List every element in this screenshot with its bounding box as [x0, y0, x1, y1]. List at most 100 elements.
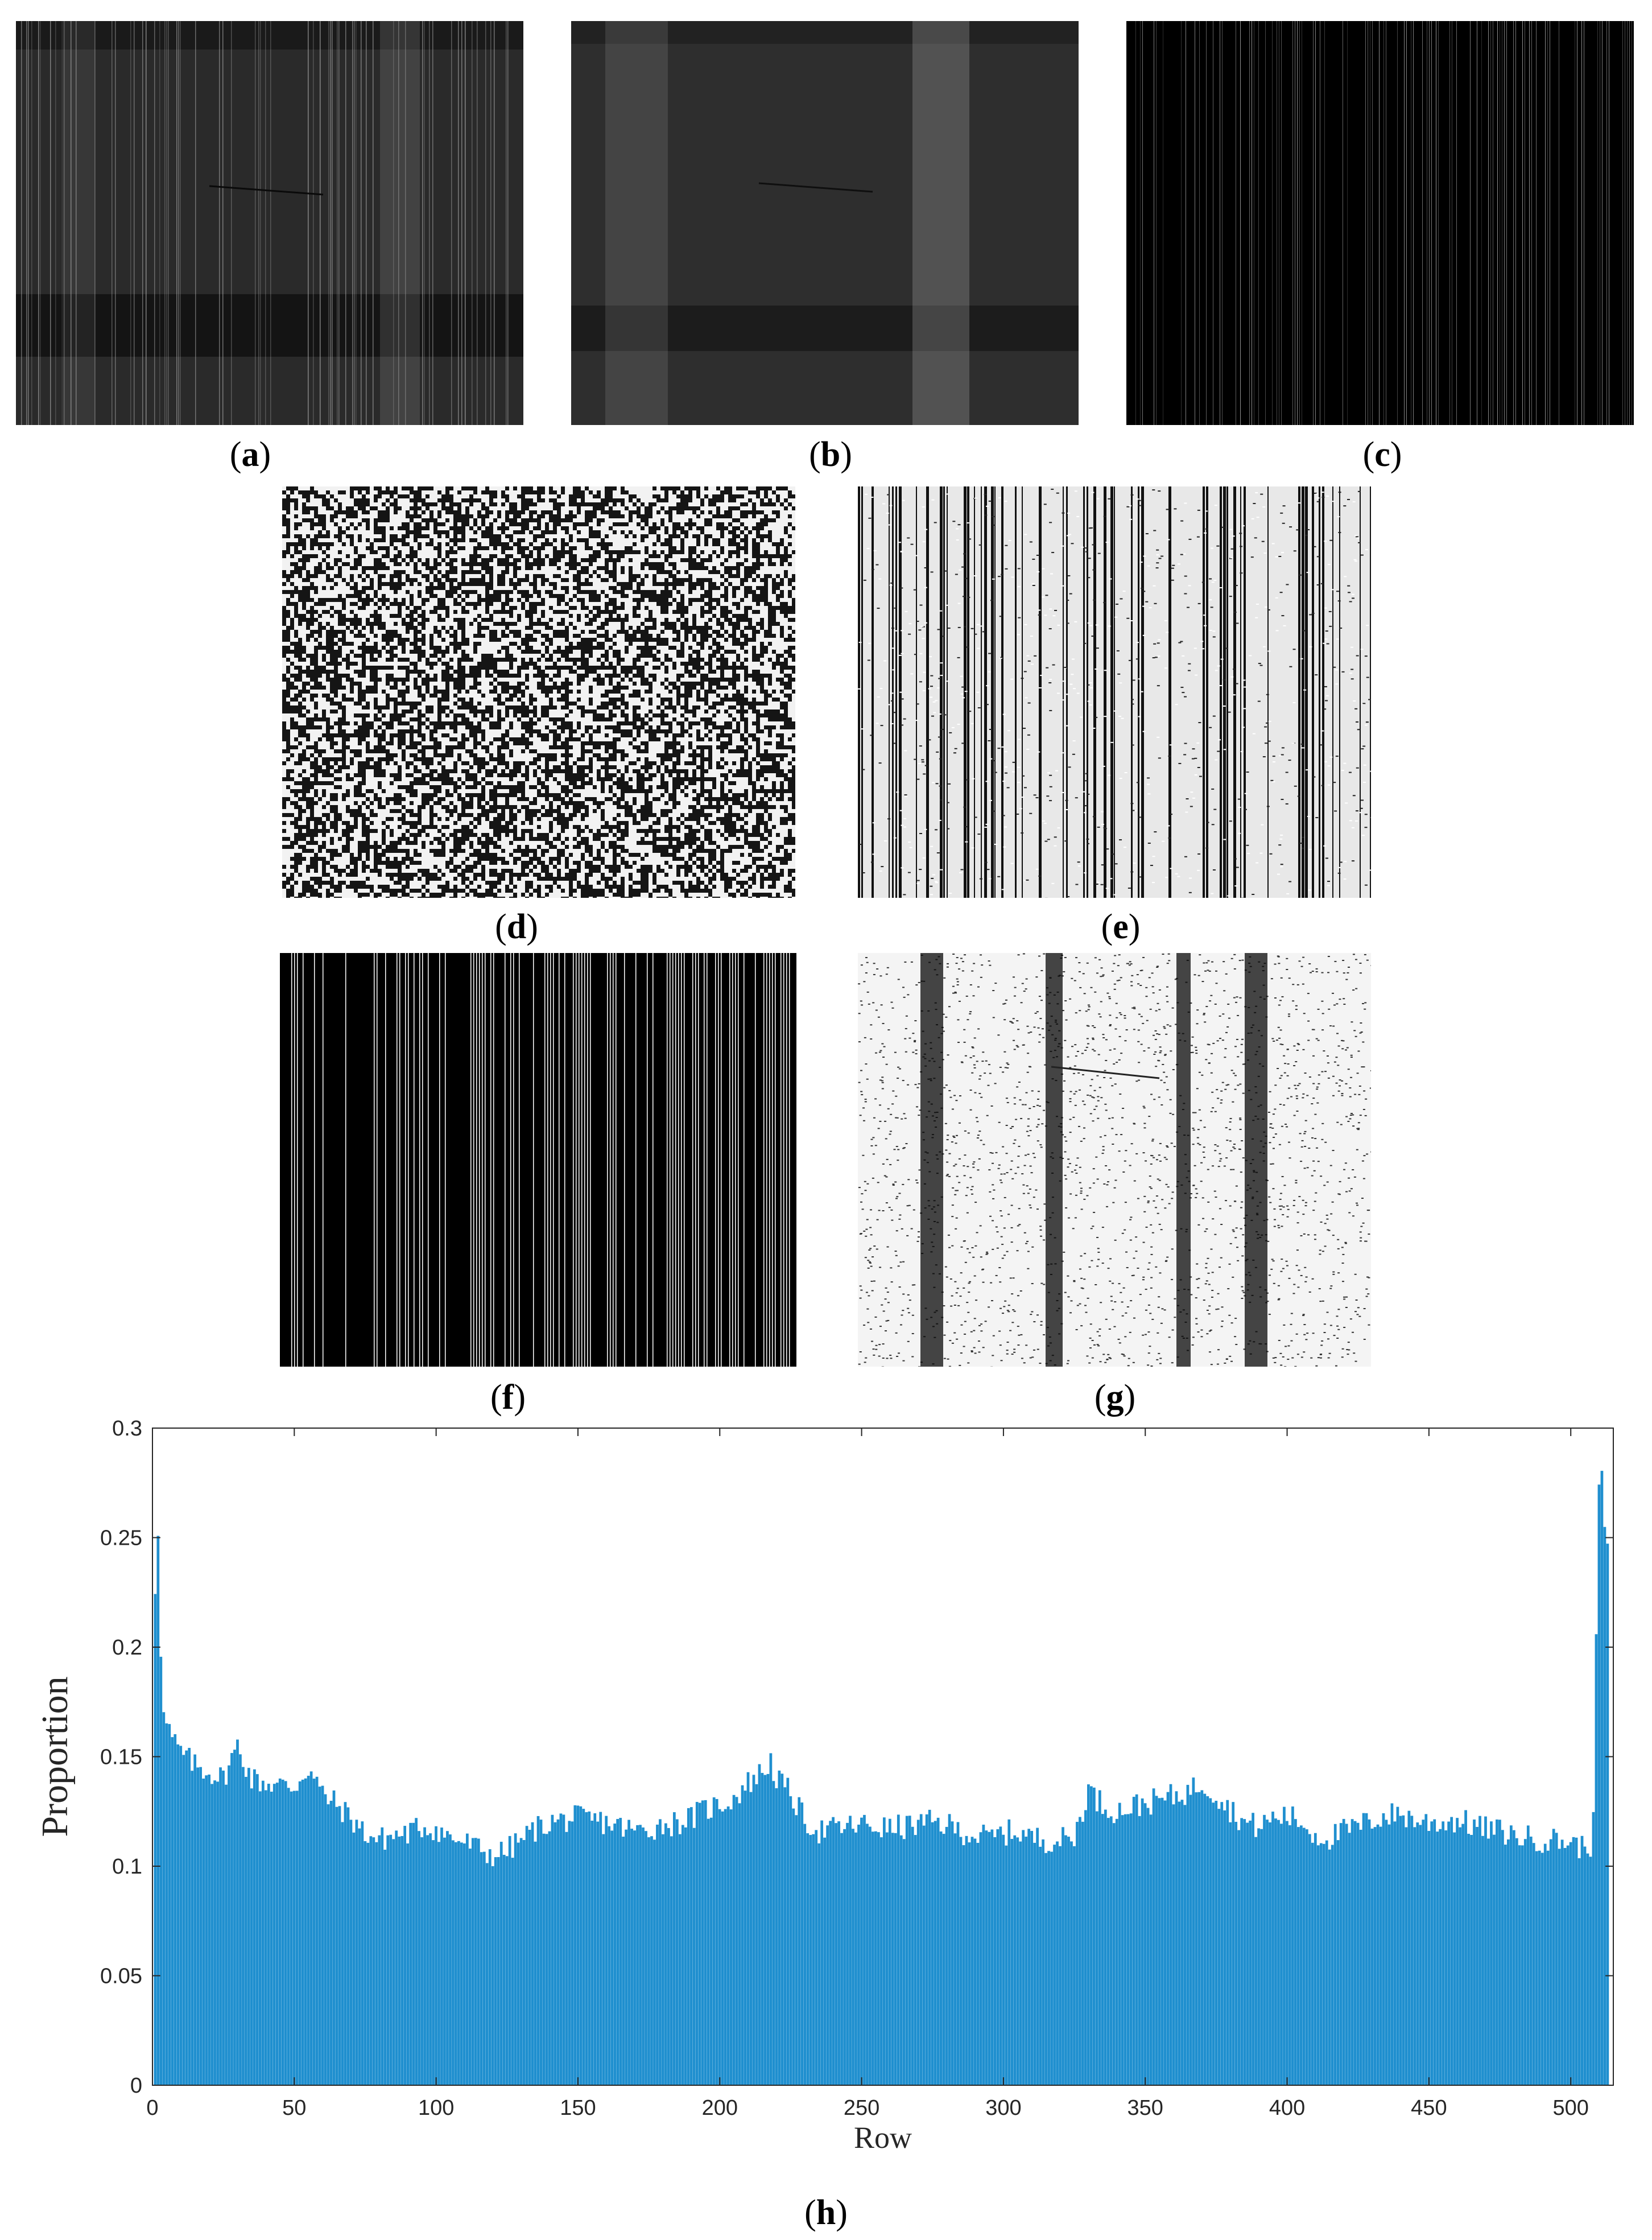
bar — [1473, 1819, 1476, 2085]
bar — [375, 1842, 378, 2085]
bar — [1025, 1837, 1028, 2085]
bar — [247, 1768, 250, 2085]
bar — [902, 1839, 906, 2085]
bar — [1379, 1826, 1382, 2085]
bar — [1461, 1824, 1464, 2085]
panel-f-image — [280, 953, 796, 1367]
bar — [934, 1821, 937, 2085]
bar — [596, 1821, 600, 2085]
bar — [1283, 1806, 1286, 2085]
bar — [1288, 1825, 1291, 2085]
panel-a-image — [16, 21, 523, 425]
bar — [846, 1822, 849, 2085]
bar — [650, 1836, 653, 2085]
bar — [460, 1842, 463, 2085]
bar — [415, 1818, 418, 2085]
bar — [494, 1857, 497, 2085]
bar — [1450, 1817, 1453, 2085]
bar — [171, 1737, 174, 2085]
bar — [746, 1772, 750, 2085]
bar — [883, 1817, 886, 2085]
bar — [732, 1795, 736, 2085]
bar — [605, 1816, 608, 2085]
bar — [815, 1830, 818, 2085]
bar — [429, 1833, 432, 2085]
bar — [196, 1767, 200, 2085]
bar — [988, 1831, 991, 2085]
bar — [687, 1808, 690, 2085]
bar — [1509, 1825, 1513, 2085]
bar — [1484, 1816, 1487, 2085]
bar — [616, 1819, 620, 2085]
bar — [1217, 1809, 1221, 2085]
bar — [406, 1843, 410, 2085]
bar — [335, 1806, 338, 2085]
bar — [477, 1838, 480, 2085]
bar — [400, 1836, 404, 2085]
x-tick-label: 300 — [985, 2096, 1021, 2120]
label-b: (b) — [809, 435, 852, 474]
bar — [1322, 1843, 1325, 2085]
bar — [281, 1779, 284, 2085]
y-axis-label: Proportion — [34, 1676, 76, 1837]
bar — [1433, 1819, 1436, 2085]
bar — [619, 1818, 622, 2085]
bar — [1158, 1798, 1161, 2085]
bar — [642, 1827, 645, 2085]
bar — [457, 1841, 460, 2085]
bar — [835, 1823, 837, 2085]
bar — [502, 1854, 506, 2085]
bar — [942, 1834, 945, 2085]
bar — [1373, 1827, 1377, 2085]
bar — [1019, 1841, 1022, 2085]
bar — [568, 1821, 571, 2085]
bar — [278, 1778, 282, 2085]
bar — [1073, 1846, 1076, 2085]
bar — [1007, 1819, 1011, 2085]
bar — [205, 1775, 208, 2085]
bar — [692, 1828, 696, 2085]
bar — [1606, 1544, 1609, 2085]
bar — [1589, 1857, 1592, 2085]
bar — [1566, 1845, 1570, 2085]
bar — [1166, 1792, 1170, 2085]
bar — [332, 1790, 336, 2085]
bar — [423, 1827, 426, 2085]
bar — [222, 1770, 225, 2085]
bar — [1387, 1824, 1391, 2085]
bar — [968, 1842, 971, 2085]
bar — [309, 1771, 313, 2085]
bar — [1098, 1790, 1101, 2085]
bar — [159, 1656, 163, 2085]
bar — [993, 1837, 997, 2085]
bar — [1257, 1828, 1260, 2085]
bar — [398, 1836, 401, 2085]
bar — [452, 1840, 455, 2085]
x-tick-label: 400 — [1269, 2096, 1305, 2120]
bar — [1163, 1800, 1167, 2085]
bar — [1101, 1814, 1104, 2085]
bar — [911, 1826, 914, 2085]
bar — [590, 1821, 594, 2085]
bar — [1180, 1800, 1184, 2085]
x-tick-label: 200 — [702, 2096, 738, 2120]
bar — [1183, 1805, 1187, 2085]
bar — [576, 1805, 580, 2085]
bar — [318, 1787, 321, 2085]
bar — [667, 1828, 670, 2085]
bar — [349, 1820, 353, 2085]
bar — [1311, 1842, 1314, 2085]
bar — [894, 1833, 897, 2085]
bar — [505, 1856, 509, 2085]
bar — [1240, 1818, 1244, 2085]
bar — [389, 1834, 393, 2085]
bar — [786, 1777, 790, 2085]
bar — [1277, 1820, 1280, 2085]
x-axis-label: Row — [854, 2121, 912, 2155]
bar — [508, 1835, 511, 2085]
bar — [1504, 1845, 1507, 2085]
bar — [1436, 1831, 1439, 2085]
bar — [639, 1825, 642, 2085]
bar — [1135, 1794, 1138, 2085]
bar — [1129, 1813, 1133, 2085]
